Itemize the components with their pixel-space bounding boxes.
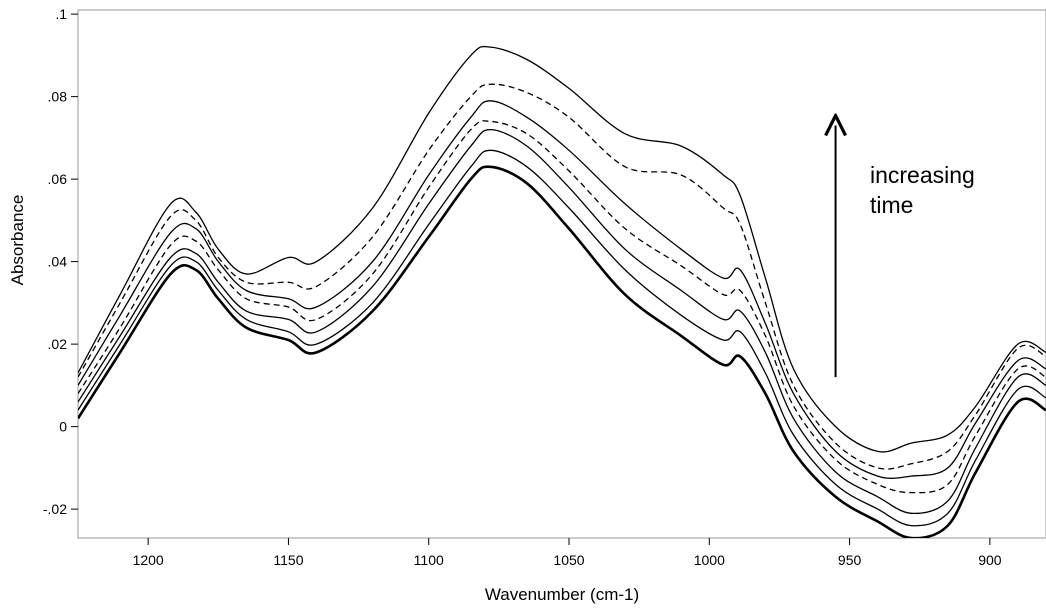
y-axis-title: Absorbance: [8, 195, 27, 286]
series-line-5: [78, 100, 1046, 479]
x-tick-label: 1000: [694, 552, 725, 568]
x-axis: 1200 1150 1100 1050 1000 950 900: [133, 538, 1002, 568]
y-tick-label: 0: [59, 419, 67, 435]
plot-frame: [77, 9, 1046, 539]
x-axis-title: Wavenumber (cm-1): [485, 585, 639, 604]
y-tick-label: .04: [48, 254, 68, 270]
x-tick-label: 950: [838, 552, 862, 568]
series-line-2: [78, 149, 1046, 527]
series-line-1: [78, 165, 1046, 538]
x-tick-label: 1200: [133, 552, 164, 568]
series-line-3: [78, 128, 1046, 515]
y-tick-label: .02: [48, 336, 68, 352]
y-tick-label: -.02: [43, 501, 67, 517]
series-layer: [78, 45, 1046, 538]
y-tick-label: .06: [48, 171, 68, 187]
y-axis: -.02 0 .02 .04 .06 .08 .1: [43, 6, 78, 517]
x-tick-label: 1050: [553, 552, 584, 568]
y-tick-label: .08: [48, 89, 68, 105]
series-line-6: [78, 83, 1046, 470]
annotation-line-2: time: [870, 192, 913, 218]
x-tick-label: 1150: [273, 552, 303, 568]
series-line-7: [78, 45, 1046, 453]
y-tick-label: .1: [55, 6, 67, 22]
x-tick-label: 1100: [414, 552, 444, 568]
x-tick-label: 900: [978, 552, 1002, 568]
annotation-line-1: increasing: [870, 162, 975, 188]
